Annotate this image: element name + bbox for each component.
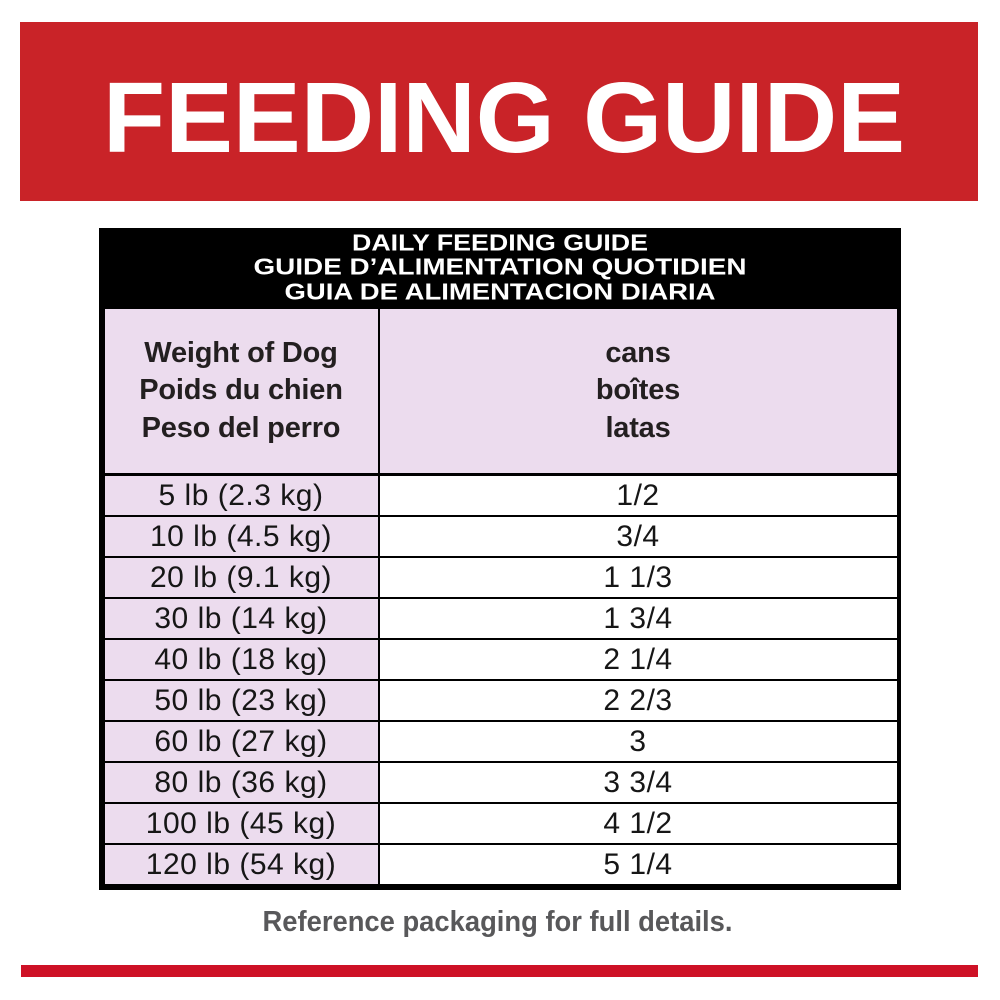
svg-text:GUIDE D’ALIMENTATION QUOTIDIEN: GUIDE D’ALIMENTATION QUOTIDIEN bbox=[254, 254, 747, 280]
svg-text:DAILY FEEDING GUIDE: DAILY FEEDING GUIDE bbox=[352, 230, 648, 256]
svg-text:Reference packaging for full d: Reference packaging for full details. bbox=[263, 906, 733, 938]
svg-text:GUIA DE ALIMENTACION DIARIA: GUIA DE ALIMENTACION DIARIA bbox=[285, 279, 716, 305]
svg-text:FEEDING GUIDE: FEEDING GUIDE bbox=[103, 62, 905, 174]
